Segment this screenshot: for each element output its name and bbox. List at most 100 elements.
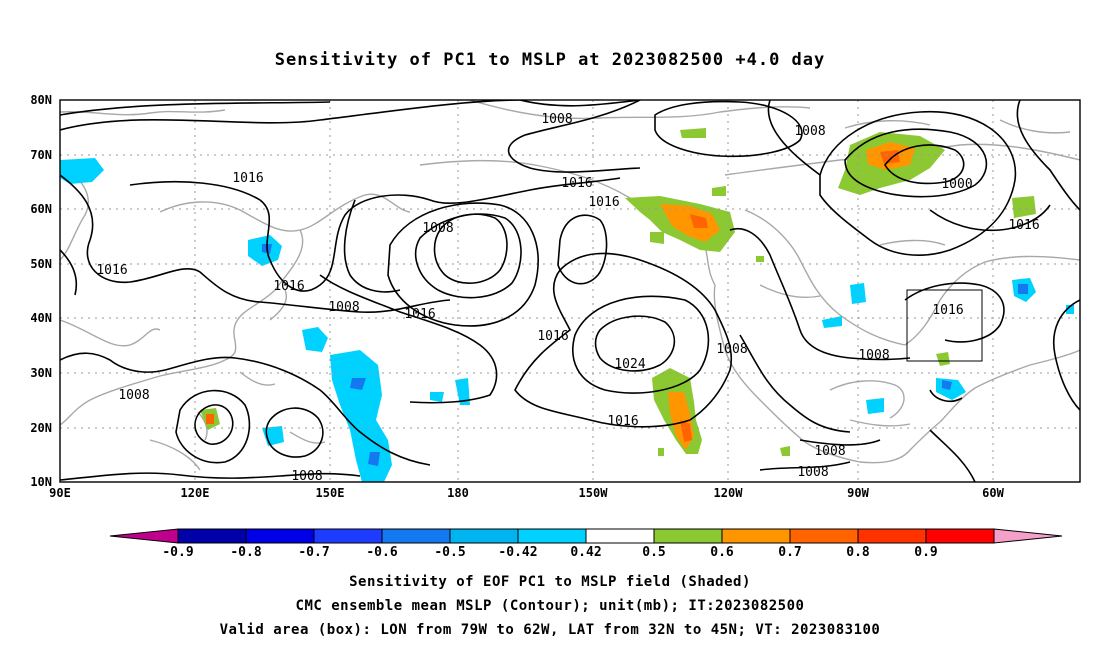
caption-line-2: CMC ensemble mean MSLP (Contour); unit(m… (295, 598, 805, 614)
negative-sensitivity-patch (455, 378, 470, 405)
contour-label: 1008 (118, 388, 149, 403)
negative-sensitivity-patch (302, 327, 328, 352)
colorbar-swatch (313, 528, 383, 544)
colorbar-swatch (177, 528, 247, 544)
contour-label: 1016 (561, 176, 592, 191)
contour-label: 1024 (614, 357, 645, 372)
lon-label: 60W (982, 486, 1004, 500)
colorbar-swatch (857, 528, 927, 544)
contour-label: 1008 (541, 112, 572, 127)
positive-sensitivity-patch (712, 186, 726, 196)
positive-sensitivity-patch (780, 446, 790, 456)
lat-label: 30N (30, 366, 52, 380)
colorbar-swatch (585, 528, 655, 544)
lat-label: 80N (30, 93, 52, 107)
positive-sensitivity-patch (660, 204, 720, 242)
colorbar-swatch (653, 528, 723, 544)
contour-label: 1008 (291, 469, 322, 484)
negative-sensitivity-patch (942, 380, 952, 390)
negative-sensitivity-patch (350, 378, 366, 390)
contour-label: 1008 (858, 348, 889, 363)
lon-label: 120E (180, 486, 210, 500)
colorbar-label: 0.8 (846, 545, 870, 560)
negative-sensitivity-patch (1018, 284, 1028, 294)
colorbar-extend-max (993, 528, 1063, 544)
colorbar-label: 0.9 (914, 545, 938, 560)
positive-sensitivity-patch (650, 232, 664, 244)
colorbar-swatch (245, 528, 315, 544)
colorbar-swatch (449, 528, 519, 544)
colorbar-label: -0.6 (366, 545, 398, 560)
lon-label: 120W (713, 486, 743, 500)
positive-sensitivity-patch (880, 150, 900, 164)
colorbar-label: 0.7 (778, 545, 802, 560)
colorbar-label: 0.5 (642, 545, 666, 560)
colorbar-swatch (789, 528, 859, 544)
positive-sensitivity-patch (206, 414, 214, 424)
mslp-contours (60, 100, 1080, 482)
contour-label: 1008 (716, 342, 747, 357)
negative-sensitivity-patch (60, 158, 104, 184)
lat-label: 60N (30, 202, 52, 216)
contour-label: 1008 (422, 221, 453, 236)
positive-sensitivity-patch (680, 128, 706, 138)
negative-sensitivity-patch (330, 350, 392, 482)
colorbar-swatch (925, 528, 995, 544)
contour-label: 1000 (941, 177, 972, 192)
negative-sensitivity-patch (936, 378, 966, 400)
negative-sensitivity-patch (262, 426, 284, 446)
colorbar-label: -0.9 (162, 545, 194, 560)
contour-label: 1016 (232, 171, 263, 186)
contour-label: 1008 (797, 465, 828, 480)
colorbar-label: -0.42 (498, 545, 538, 560)
colorbar-label: -0.8 (230, 545, 262, 560)
contour-label: 1016 (588, 195, 619, 210)
lat-label: 20N (30, 421, 52, 435)
colorbar (109, 528, 1063, 544)
positive-sensitivity-patch (658, 448, 664, 456)
colorbar-label: 0.42 (570, 545, 602, 560)
negative-sensitivity-patch (850, 283, 866, 304)
contour-labels: 1008 1008 1000 1016 1016 1016 1008 1016 … (96, 112, 1039, 484)
colorbar-swatch (721, 528, 791, 544)
lat-label: 70N (30, 148, 52, 162)
contour-label: 1016 (607, 414, 638, 429)
caption-line-1: Sensitivity of EOF PC1 to MSLP field (Sh… (349, 574, 751, 590)
map-title: Sensitivity of PC1 to MSLP at 2023082500… (274, 50, 826, 70)
lat-label: 40N (30, 311, 52, 325)
contour-label: 1008 (794, 124, 825, 139)
negative-sensitivity-patch (368, 452, 380, 466)
negative-sensitivity-patch (822, 316, 842, 328)
colorbar-label: -0.7 (298, 545, 330, 560)
colorbar-swatch (381, 528, 451, 544)
negative-sensitivity-patch (866, 398, 884, 414)
contour-label: 1016 (537, 329, 568, 344)
plot-frame (59, 99, 1081, 483)
negative-sensitivity-patch (430, 392, 444, 402)
coastlines (60, 100, 1080, 471)
colorbar-label: 0.6 (710, 545, 734, 560)
caption-line-3: Valid area (box): LON from 79W to 62W, L… (219, 622, 881, 638)
lat-label: 50N (30, 257, 52, 271)
contour-label: 1016 (273, 279, 304, 294)
lon-label: 150E (315, 486, 345, 500)
colorbar-label: -0.5 (434, 545, 466, 560)
valid-area-box (906, 289, 983, 362)
positive-sensitivity-patch (936, 352, 950, 366)
lon-label: 90W (847, 486, 869, 500)
positive-sensitivity-patch (1012, 196, 1036, 218)
lon-label: 150W (578, 486, 608, 500)
contour-label: 1016 (404, 307, 435, 322)
lon-label: 180 (447, 486, 469, 500)
colorbar-extend-min (109, 528, 179, 544)
lat-label: 10N (30, 475, 52, 489)
contour-label: 1008 (328, 300, 359, 315)
colorbar-swatch (517, 528, 587, 544)
positive-sensitivity-patch (680, 420, 692, 442)
lon-label: 90E (49, 486, 71, 500)
contour-label: 1016 (932, 303, 963, 318)
contour-label: 1016 (96, 263, 127, 278)
contour-label: 1016 (1008, 218, 1039, 233)
contour-label: 1008 (814, 444, 845, 459)
